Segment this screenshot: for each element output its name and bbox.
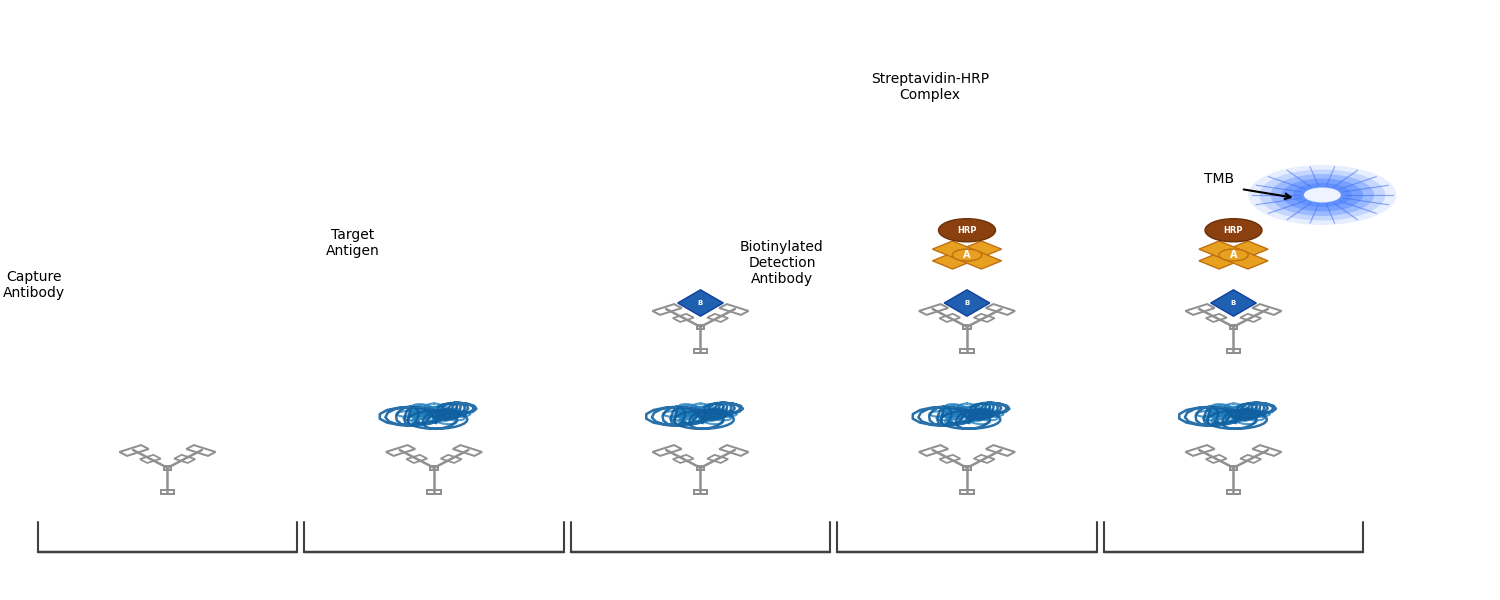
Text: Capture
Antibody: Capture Antibody bbox=[3, 270, 66, 300]
Polygon shape bbox=[1210, 290, 1257, 316]
Bar bbox=[430, 466, 438, 470]
Circle shape bbox=[1248, 165, 1397, 225]
Text: Target
Antigen: Target Antigen bbox=[326, 228, 380, 258]
Circle shape bbox=[1220, 249, 1248, 261]
Text: HRP: HRP bbox=[1224, 226, 1244, 235]
Bar bbox=[963, 325, 970, 329]
Bar bbox=[696, 466, 705, 470]
Polygon shape bbox=[1198, 241, 1268, 269]
Text: Biotinylated
Detection
Antibody: Biotinylated Detection Antibody bbox=[740, 240, 824, 286]
Circle shape bbox=[1204, 218, 1262, 242]
Polygon shape bbox=[678, 290, 723, 316]
Bar bbox=[963, 466, 970, 470]
Bar bbox=[1230, 466, 1238, 470]
Bar bbox=[696, 325, 705, 329]
Text: B: B bbox=[1232, 300, 1236, 306]
Bar bbox=[160, 490, 174, 494]
Circle shape bbox=[1281, 179, 1364, 211]
Bar bbox=[693, 349, 708, 353]
Bar bbox=[1227, 349, 1240, 353]
Polygon shape bbox=[944, 290, 990, 316]
Circle shape bbox=[939, 218, 996, 242]
Circle shape bbox=[1260, 169, 1386, 220]
Text: Streptavidin-HRP
Complex: Streptavidin-HRP Complex bbox=[871, 72, 988, 102]
Bar bbox=[427, 490, 441, 494]
Text: B: B bbox=[964, 300, 969, 306]
Text: HRP: HRP bbox=[957, 226, 976, 235]
Bar bbox=[1227, 490, 1240, 494]
Text: A: A bbox=[1230, 250, 1238, 260]
Polygon shape bbox=[933, 241, 1002, 269]
Bar bbox=[960, 490, 974, 494]
Text: A: A bbox=[963, 250, 970, 260]
Text: TMB: TMB bbox=[1203, 172, 1234, 186]
Polygon shape bbox=[933, 241, 1002, 269]
Circle shape bbox=[952, 249, 981, 261]
Text: B: B bbox=[698, 300, 703, 306]
Circle shape bbox=[1270, 174, 1374, 216]
Circle shape bbox=[1293, 183, 1352, 207]
Bar bbox=[693, 490, 708, 494]
Polygon shape bbox=[1198, 241, 1268, 269]
Circle shape bbox=[1304, 187, 1341, 202]
Bar bbox=[1230, 325, 1238, 329]
Bar bbox=[960, 349, 974, 353]
Bar bbox=[164, 466, 171, 470]
